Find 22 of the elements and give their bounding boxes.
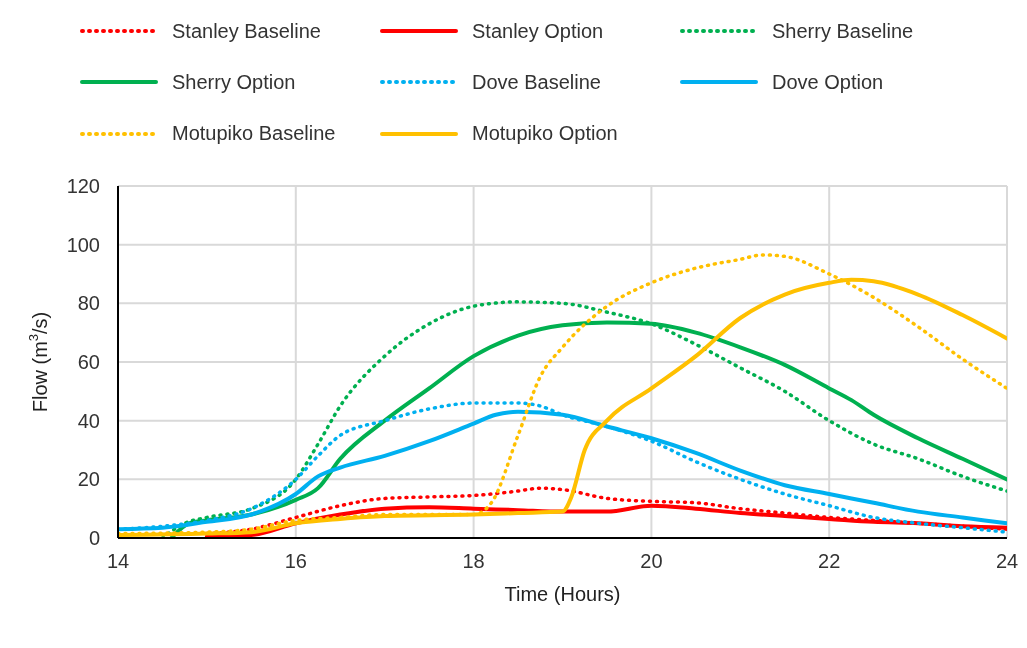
legend-label: Dove Option [772,70,884,94]
y-tick-label: 60 [77,351,100,374]
x-tick-label: 20 [640,550,663,573]
y-tick-label: 100 [66,233,100,256]
legend-label: Motupiko Baseline [172,122,336,146]
y-tick-label: 20 [77,468,100,491]
legend-label: Stanley Option [472,19,604,43]
legend-label: Sherry Baseline [772,19,914,43]
y-tick-label: 0 [88,527,100,550]
legend-label: Motupiko Option [472,122,618,146]
x-tick-label: 14 [106,550,130,573]
x-tick-label: 18 [462,550,485,573]
y-tick-label: 120 [66,175,100,198]
x-tick-label: 22 [818,550,841,573]
legend-label: Stanley Baseline [172,19,321,43]
x-tick-label: 16 [284,550,307,573]
legend-label: Sherry Option [172,70,296,94]
y-tick-label: 80 [77,292,100,315]
x-axis-title: Time (Hours) [504,583,621,606]
x-tick-label: 24 [995,550,1019,573]
legend-label: Dove Baseline [472,70,601,94]
y-tick-label: 40 [77,409,100,432]
